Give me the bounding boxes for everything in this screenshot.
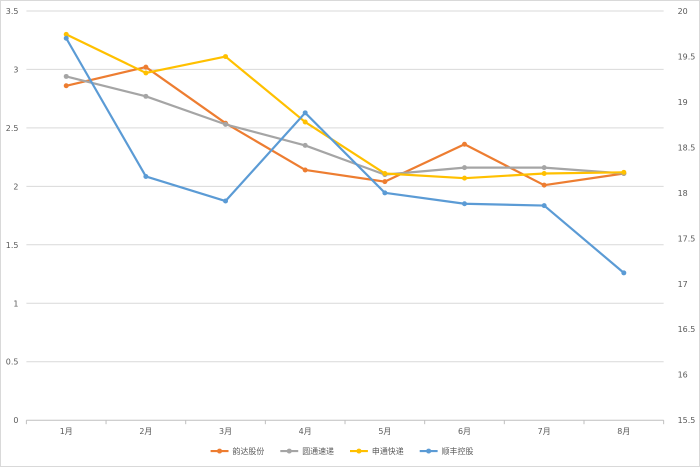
- left-tick-label: 0.5: [6, 358, 19, 367]
- data-point: [63, 83, 69, 89]
- data-point: [462, 175, 467, 181]
- data-point: [143, 173, 149, 179]
- series-line: [65, 75, 624, 176]
- legend-item: 韵达股份: [210, 446, 265, 456]
- right-tick-label: 20: [678, 7, 688, 16]
- right-tick-label: 18.5: [678, 143, 696, 152]
- x-tick-label: 4月: [299, 427, 312, 436]
- series-line: [65, 33, 624, 180]
- data-point: [143, 70, 149, 76]
- legend-label: 顺丰控股: [442, 446, 474, 456]
- data-point: [223, 54, 229, 60]
- legend-marker: [356, 448, 362, 454]
- legend-marker: [426, 448, 432, 454]
- data-point: [462, 165, 467, 171]
- legend-item: 圆通速递: [280, 446, 334, 456]
- data-point: [143, 64, 149, 70]
- x-tick-label: 5月: [378, 427, 391, 436]
- left-tick-label: 1.5: [6, 241, 19, 250]
- legend-item: 申通快递: [350, 446, 404, 456]
- x-tick-label: 3月: [219, 427, 232, 436]
- x-axis-ticks: 1月 2月 3月 4月 5月 6月 7月 8月: [25, 420, 665, 436]
- right-tick-label: 19: [678, 98, 688, 107]
- left-tick-label: 0: [13, 416, 18, 425]
- right-tick-label: 17: [678, 280, 688, 289]
- data-point: [541, 182, 547, 188]
- data-point: [541, 203, 547, 209]
- series-lines: [63, 31, 627, 276]
- data-point: [302, 119, 308, 125]
- data-point: [223, 198, 229, 204]
- data-point: [302, 142, 308, 148]
- right-tick-label: 17.5: [678, 234, 696, 243]
- data-point: [462, 201, 467, 207]
- data-point: [462, 141, 467, 147]
- series-line: [65, 37, 625, 274]
- legend-marker: [217, 448, 223, 454]
- legend-label: 圆通速递: [302, 446, 334, 456]
- series-圆通速递: [63, 73, 627, 178]
- data-point: [621, 169, 627, 175]
- left-axis-ticks: 0 0.5 1 1.5 2 2.5 3 3.5: [6, 7, 19, 425]
- data-point: [223, 121, 229, 127]
- data-point: [621, 270, 627, 276]
- x-tick-label: 8月: [617, 427, 630, 436]
- right-tick-label: 19.5: [678, 52, 696, 61]
- data-point: [302, 167, 308, 173]
- legend-marker: [286, 448, 292, 454]
- series-申通快递: [63, 31, 627, 181]
- data-point: [63, 73, 69, 79]
- legend-item: 顺丰控股: [419, 446, 474, 456]
- data-point: [541, 165, 547, 171]
- left-tick-label: 1: [13, 299, 18, 308]
- data-point: [143, 93, 149, 99]
- right-axis-ticks: 15.5 16 16.5 17 17.5 18 18.5 19 19.5 20: [678, 7, 696, 425]
- x-tick-label: 6月: [458, 427, 471, 436]
- right-tick-label: 18: [678, 189, 688, 198]
- x-tick-label: 7月: [538, 427, 551, 436]
- data-point: [63, 35, 69, 41]
- series-顺丰控股: [63, 35, 627, 276]
- x-tick-label: 2月: [139, 427, 152, 436]
- right-tick-label: 16: [678, 371, 688, 380]
- left-tick-label: 2: [13, 182, 18, 191]
- series-line: [65, 65, 624, 187]
- data-point: [63, 31, 69, 37]
- x-tick-label: 1月: [60, 427, 73, 436]
- legend: 韵达股份 圆通速递 申通快递 顺丰控股: [210, 446, 474, 456]
- right-tick-label: 15.5: [678, 416, 696, 425]
- data-point: [382, 190, 388, 196]
- data-point: [382, 179, 388, 185]
- series-韵达股份: [63, 64, 627, 188]
- left-tick-label: 3.5: [6, 7, 19, 16]
- data-point: [541, 170, 547, 176]
- right-tick-label: 16.5: [678, 325, 696, 334]
- left-tick-label: 3: [13, 65, 18, 74]
- left-tick-label: 2.5: [6, 124, 19, 133]
- data-point: [302, 110, 308, 116]
- data-point: [382, 170, 388, 176]
- legend-label: 申通快递: [372, 446, 404, 456]
- legend-label: 韵达股份: [233, 446, 265, 456]
